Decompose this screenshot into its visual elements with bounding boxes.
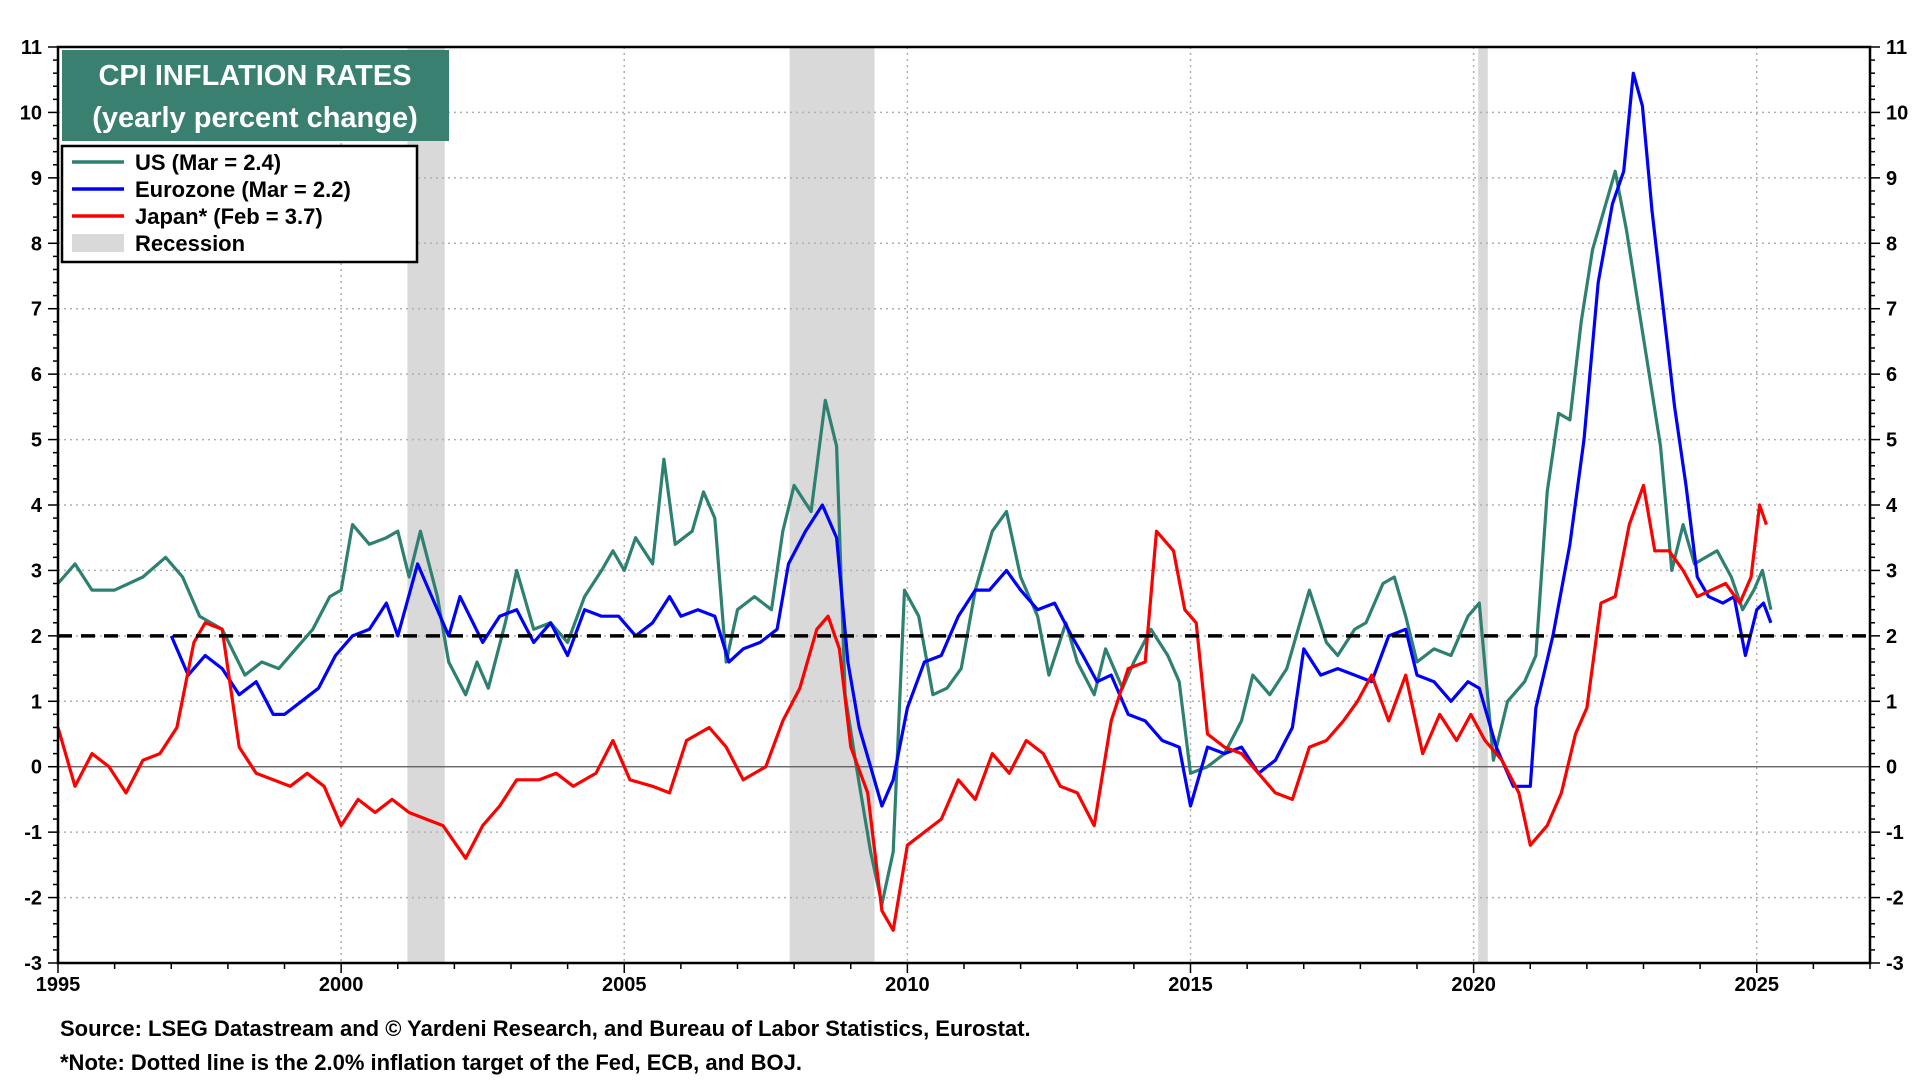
y-tick-label-right: 4: [1886, 495, 1898, 517]
y-tick-label-left: 2: [31, 626, 42, 648]
y-tick-label-left: 6: [31, 364, 42, 386]
y-tick-label-left: 4: [31, 495, 43, 517]
y-tick-label-right: 11: [1886, 37, 1907, 59]
legend-label: US (Mar = 2.4): [135, 150, 281, 175]
legend-swatch-recession: [72, 234, 124, 252]
y-tick-label-right: -3: [1886, 953, 1904, 975]
series-line-us: [56, 169, 1773, 906]
x-tick-label: 2025: [1735, 974, 1780, 996]
x-tick-label: 2010: [885, 974, 930, 996]
y-tick-label-left: -2: [24, 888, 42, 910]
y-tick-label-right: 10: [1886, 102, 1908, 124]
y-tick-label-right: 5: [1886, 430, 1897, 452]
target-note: *Note: Dotted line is the 2.0% inflation…: [60, 1050, 802, 1075]
y-tick-label-right: 6: [1886, 364, 1897, 386]
source-note: Source: LSEG Datastream and © Yardeni Re…: [60, 1016, 1031, 1041]
plot-frame: [56, 45, 1872, 965]
y-tick-label-left: -3: [24, 953, 42, 975]
y-tick-label-left: 3: [31, 560, 42, 582]
y-tick-label-right: 7: [1886, 299, 1897, 321]
y-tick-label-right: -2: [1886, 888, 1904, 910]
y-tick-label-right: 1: [1886, 691, 1897, 713]
legend-label: Recession: [135, 231, 245, 256]
series-line-japan: [56, 483, 1768, 932]
title-box: CPI INFLATION RATES (yearly percent chan…: [62, 50, 449, 141]
x-axis-labels: 1995 2000 2005 2010 2015 2020 2025: [36, 974, 1779, 996]
y-tick-label-right: 3: [1886, 560, 1897, 582]
x-tick-label: 1995: [36, 974, 81, 996]
series-lines: [56, 71, 1773, 932]
chart-subtitle: (yearly percent change): [92, 102, 418, 134]
y-tick-label-left: 7: [31, 299, 42, 321]
y-tick-label-right: -1: [1886, 822, 1904, 844]
x-tick-label: 2005: [602, 974, 647, 996]
y-tick-label-right: 0: [1886, 757, 1897, 779]
y-tick-label-left: 9: [31, 168, 42, 190]
legend-label: Japan* (Feb = 3.7): [135, 204, 323, 229]
x-tick-label: 2015: [1168, 974, 1213, 996]
x-tick-label: 2000: [319, 974, 364, 996]
y-tick-label-left: 5: [31, 430, 42, 452]
chart-title: CPI INFLATION RATES: [98, 60, 411, 92]
y-tick-label-right: 8: [1886, 233, 1897, 255]
x-tick-label: 2020: [1451, 974, 1496, 996]
y-tick-label-right: 2: [1886, 626, 1897, 648]
y-tick-label-left: 11: [21, 37, 42, 59]
recession-band-3: [1478, 47, 1488, 963]
y-tick-label-left: 0: [31, 757, 42, 779]
legend: US (Mar = 2.4)Eurozone (Mar = 2.2)Japan*…: [60, 144, 419, 264]
y-tick-label-left: 10: [20, 102, 42, 124]
y-tick-label-left: 1: [31, 691, 42, 713]
gridlines: [58, 47, 1870, 963]
legend-label: Eurozone (Mar = 2.2): [135, 177, 351, 202]
y-tick-label-left: 8: [31, 233, 42, 255]
y-tick-label-left: -1: [24, 822, 42, 844]
title-background: [62, 50, 449, 141]
series-line-eurozone: [169, 71, 1773, 808]
y-tick-label-right: 9: [1886, 168, 1897, 190]
